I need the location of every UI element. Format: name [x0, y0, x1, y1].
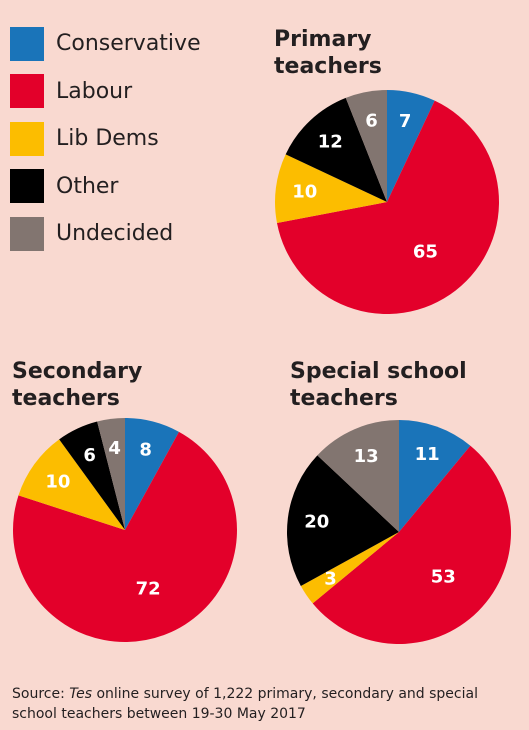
pie-slice-secondary-lib-dems: [18, 439, 125, 530]
pie-label-secondary-other: 6: [83, 445, 96, 466]
pie-chart-primary: 7 65 10 12 6: [275, 90, 499, 315]
pie-label-primary-undecided: 6: [365, 111, 378, 132]
legend-swatch-labour: [10, 74, 44, 109]
source-prefix: Source:: [12, 686, 70, 702]
legend-swatch-conservative: [10, 26, 44, 61]
pie-slice-secondary-conservative: [125, 418, 179, 530]
pie-chart-special: 11 53 3 20 13: [287, 420, 511, 644]
pie-label-secondary-conservative: 8: [139, 440, 152, 461]
source-note: Source: Tes online survey of 1,222 prima…: [12, 684, 522, 724]
chart-title-special-line-1: Special school: [290, 359, 467, 384]
pie-slice-primary-labour: [276, 100, 499, 315]
pie-label-special-lib-dems: 3: [324, 569, 337, 590]
pie-label-secondary-undecided: 4: [108, 438, 121, 459]
pie-slice-primary-lib-dems: [275, 154, 387, 223]
legend-item-undecided: Undecided: [10, 210, 201, 258]
pie-label-primary-lib-dems: 10: [292, 182, 317, 203]
pie-slice-special-labour: [312, 445, 511, 644]
chart-title-secondary: Secondary teachers: [12, 358, 142, 412]
pie-slice-special-other: [287, 455, 399, 586]
chart-title-primary-line-2: teachers: [274, 54, 382, 79]
legend-label-labour: Labour: [56, 78, 133, 104]
pie-chart-secondary: 8 72 10 6 4: [12, 418, 237, 642]
pie-label-special-labour: 53: [431, 566, 456, 587]
pie-label-special-conservative: 11: [415, 444, 440, 465]
pie-slice-primary-other: [285, 97, 387, 202]
source-text: online survey of 1,222 primary, secondar…: [12, 686, 478, 722]
legend-label-undecided: Undecided: [56, 221, 174, 247]
pie-slice-secondary-other: [59, 421, 125, 530]
legend-label-conservative: Conservative: [56, 31, 201, 57]
chart-title-primary-line-1: Primary: [274, 27, 372, 52]
pie-slice-special-conservative: [399, 420, 471, 532]
chart-title-special-line-2: teachers: [290, 386, 398, 411]
pie-slice-primary-conservative: [387, 90, 435, 202]
chart-title-secondary-line-2: teachers: [12, 386, 120, 411]
pie-label-secondary-lib-dems: 10: [45, 471, 70, 492]
pie-label-secondary-labour: 72: [136, 578, 161, 599]
chart-title-secondary-line-1: Secondary: [12, 359, 143, 384]
pie-slice-primary-undecided: [345, 90, 387, 202]
pie-label-primary-labour: 65: [413, 242, 438, 263]
pie-slice-secondary-undecided: [97, 418, 125, 530]
legend-item-lib-dems: Lib Dems: [10, 115, 201, 163]
pie-label-special-other: 20: [304, 512, 329, 533]
chart-title-special: Special school teachers: [290, 358, 467, 412]
pie-label-primary-other: 12: [318, 132, 343, 153]
legend-item-conservative: Conservative: [10, 20, 201, 68]
legend-item-labour: Labour: [10, 68, 201, 116]
legend-label-lib-dems: Lib Dems: [56, 126, 159, 152]
chart-title-primary: Primary teachers: [274, 26, 382, 80]
legend-swatch-undecided: [10, 216, 44, 251]
pie-slice-secondary-labour: [12, 431, 237, 642]
legend-swatch-other: [10, 169, 44, 204]
legend-item-other: Other: [10, 163, 201, 211]
pie-label-special-undecided: 13: [354, 446, 379, 467]
legend-swatch-lib-dems: [10, 121, 44, 156]
pie-slice-special-lib-dems: [300, 532, 399, 604]
pie-slice-special-undecided: [317, 420, 399, 532]
pie-label-primary-conservative: 7: [399, 111, 412, 132]
legend-label-other: Other: [56, 173, 119, 199]
source-publication: Tes: [69, 686, 92, 702]
legend: Conservative Labour Lib Dems Other Undec…: [10, 20, 201, 258]
